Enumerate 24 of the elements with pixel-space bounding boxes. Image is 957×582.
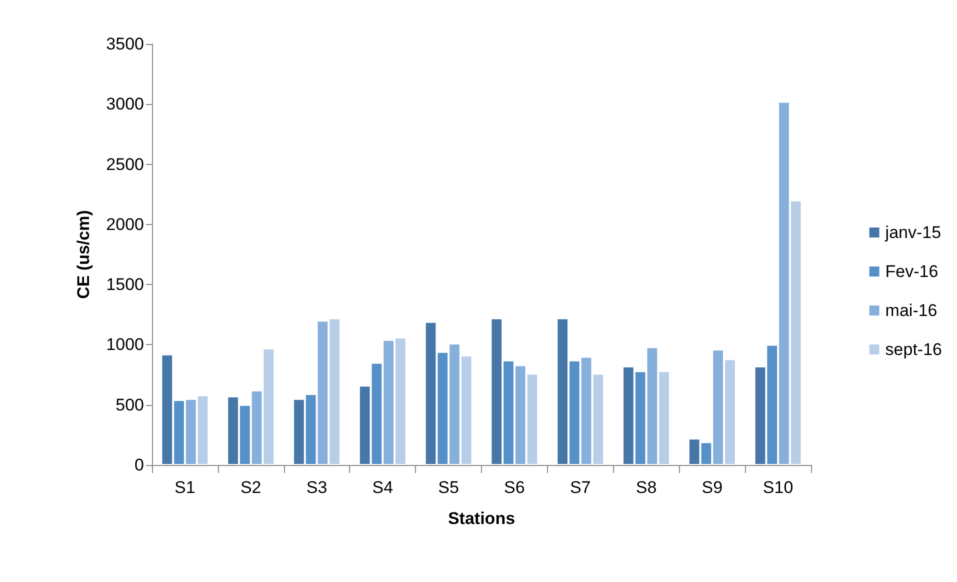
y-tick-label: 1500 (106, 275, 144, 294)
legend-label: Fev-16 (885, 262, 938, 281)
x-axis-title: Stations (448, 509, 516, 528)
x-tick-label: S8 (636, 478, 657, 497)
y-tick-label: 0 (134, 456, 144, 474)
y-tick-label: 2500 (106, 154, 144, 174)
x-tick-label: S3 (306, 478, 328, 497)
x-tick-label: S1 (174, 478, 196, 497)
x-tick-label: S10 (762, 478, 794, 497)
x-tick-label: S7 (570, 478, 591, 497)
legend-label: janv-15 (884, 223, 942, 242)
x-tick-label: S5 (438, 478, 459, 497)
x-tick-label: S4 (372, 478, 394, 497)
legend-label: sept-16 (885, 340, 942, 359)
y-tick-label: 500 (116, 395, 144, 414)
y-axis-title: CE (us/cm) (74, 210, 93, 299)
x-tick-label: S2 (240, 478, 262, 497)
x-tick-label: S6 (504, 478, 525, 497)
x-tick-label: S9 (702, 478, 723, 497)
legend-label: mai-16 (885, 301, 938, 320)
y-tick-label: 3000 (106, 94, 144, 114)
y-tick-label: 3500 (106, 34, 144, 54)
y-tick-label: 1000 (106, 335, 144, 354)
y-tick-label: 2000 (106, 214, 144, 234)
